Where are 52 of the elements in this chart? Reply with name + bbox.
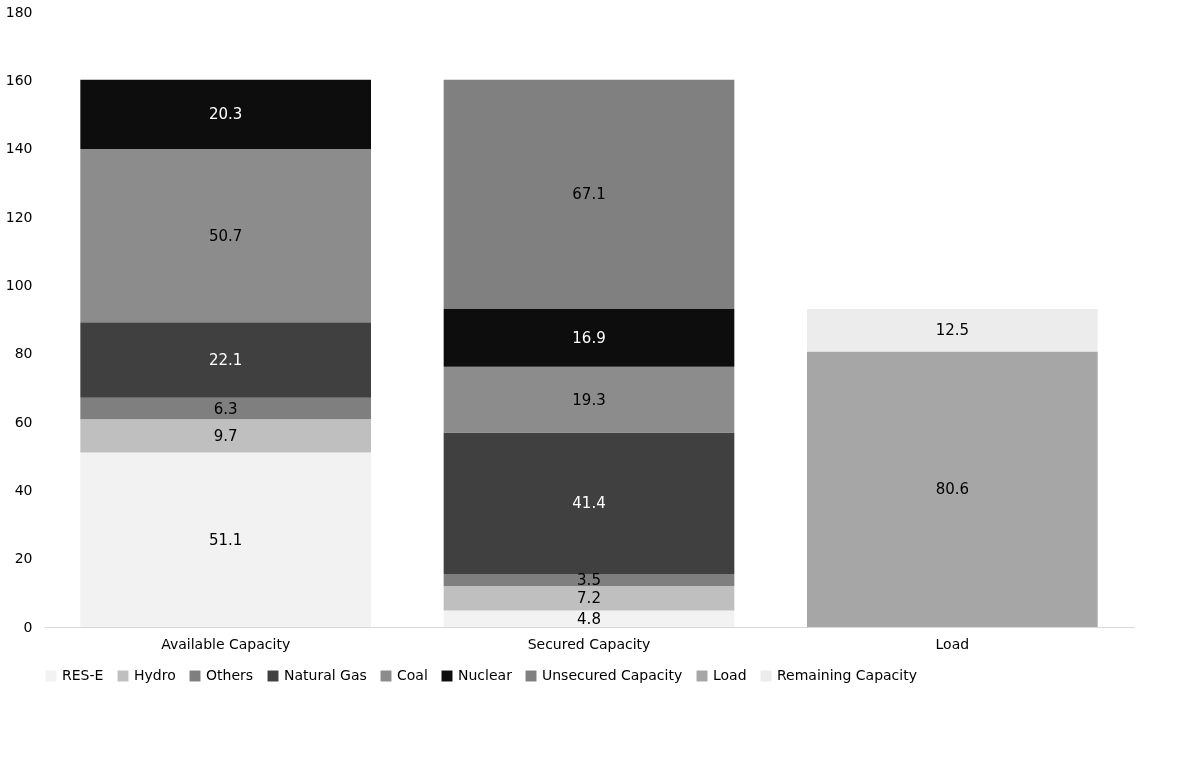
y-tick-label: 160 [5,71,33,88]
bar [443,366,735,433]
legend-label: Natural Gas [284,667,367,683]
data-label: 3.5 [577,571,601,590]
y-tick-label: 20 [14,550,33,567]
bar [807,308,1098,352]
x-tick-label: Available Capacity [161,635,291,652]
y-tick-label: 0 [23,618,33,635]
data-label: 4.8 [577,609,601,628]
bar [80,452,371,627]
data-label: 6.3 [213,399,238,418]
legend-label: Load [713,667,747,683]
bar [443,586,735,611]
y-tick-label: 140 [5,140,33,157]
data-label: 19.3 [572,390,606,409]
x-tick-label: Load [935,635,970,652]
y-tick-label: 180 [5,3,33,20]
y-tick-label: 40 [14,481,33,498]
y-tick-label: 120 [5,208,33,225]
data-label: 20.3 [208,105,243,124]
data-label: 51.1 [208,530,243,549]
y-tick-label: 80 [14,345,33,362]
bar [80,79,371,150]
bar [80,149,371,323]
data-label: 16.9 [572,328,606,347]
bar [443,610,735,627]
data-label: 9.7 [213,426,238,445]
data-label: 67.1 [572,185,606,204]
x-tick-label: Secured Capacity [527,635,651,652]
y-tick-label: 100 [5,276,33,293]
bar [80,322,371,398]
legend-label: Unsecured Capacity [542,667,683,683]
data-label: 41.4 [572,494,606,513]
bar [443,574,735,586]
legend-label: Hydro [134,667,176,683]
legend-label: Remaining Capacity [777,667,917,683]
bar [807,351,1098,627]
legend-label: Others [206,667,254,683]
legend-label: Nuclear [458,667,513,683]
legend-label: RES-E [62,667,104,683]
legend-label: Coal [397,667,428,683]
data-label: 12.5 [935,321,970,340]
data-label: 7.2 [577,589,601,608]
y-tick-label: 60 [14,413,33,430]
bar [80,419,371,453]
bar [443,308,735,367]
bar [80,397,371,420]
bar [443,432,735,575]
data-label: 50.7 [208,226,243,245]
data-label: 22.1 [208,350,243,369]
bar [443,79,735,309]
data-label: 80.6 [935,480,970,499]
